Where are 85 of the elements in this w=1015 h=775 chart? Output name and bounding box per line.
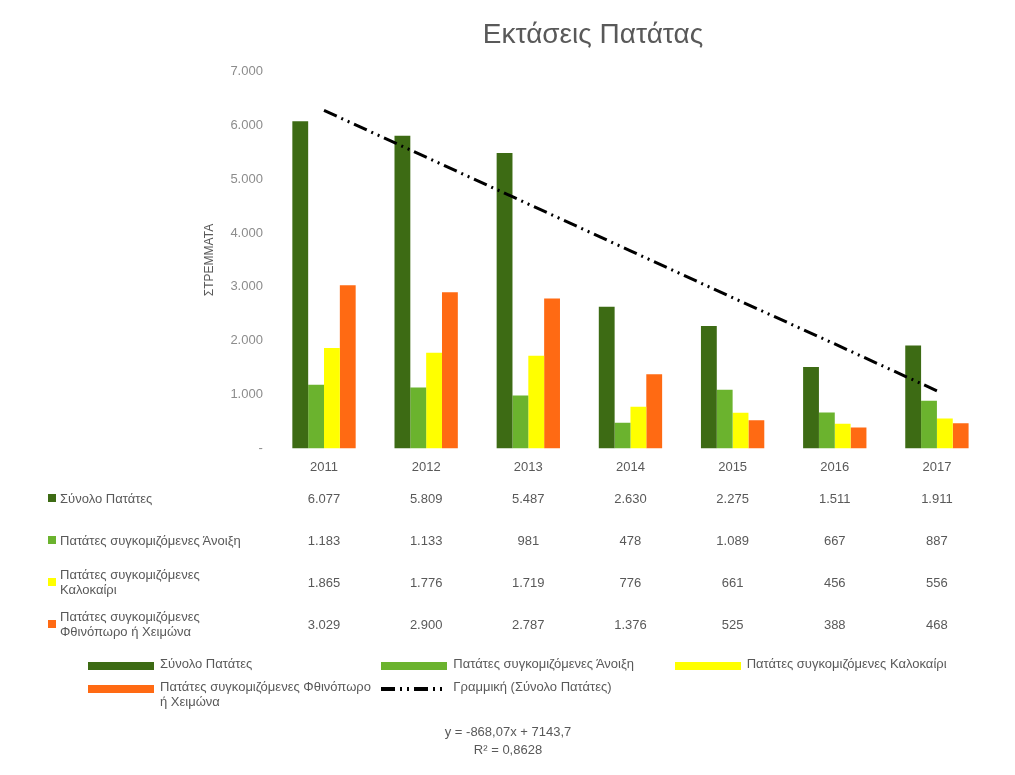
data-label: 556 (925, 573, 949, 592)
bar (441, 292, 458, 449)
y-tick-label: 4.000 (230, 224, 263, 240)
data-label: 661 (720, 573, 745, 592)
data-label: 1.911 (920, 489, 954, 508)
data-label: 1.776 (408, 573, 444, 592)
y-axis-title: ΣΤΡΕΜΜΑΤΑ (201, 223, 216, 297)
data-label: 5.487 (511, 489, 546, 508)
bar (803, 367, 819, 449)
data-label: 2.900 (408, 615, 444, 634)
legend-label: Γραμμική (Σύνολο Πατάτες) (453, 679, 612, 694)
data-label: 1.376 (613, 615, 648, 634)
chart-title: Εκτάσεις Πατάτας (482, 17, 704, 49)
data-label: 6.077 (306, 489, 342, 508)
bar (614, 422, 631, 449)
y-tick-label: 7.000 (230, 63, 263, 79)
x-tick-label: 2011 (310, 458, 338, 474)
text: Πατάτες συγκομιζόμενες Φθινόπωρο ή Χειμώνα (160, 679, 371, 709)
data-label: 1.511 (817, 489, 852, 508)
y-tick-label: - (258, 439, 263, 455)
bar (630, 406, 647, 449)
x-tick-label: 2012 (411, 458, 441, 474)
text: Σύνολο Πατάτες (160, 656, 253, 671)
text: Πατάτες συγκομιζόμενες Άνοιξη (453, 656, 635, 671)
data-label: 525 (720, 615, 745, 634)
bar (850, 427, 867, 449)
bar (732, 412, 749, 449)
bar (426, 352, 442, 449)
data-label: 887 (925, 531, 949, 550)
bar (818, 412, 835, 449)
data-label: 981 (516, 531, 541, 550)
bar (528, 355, 545, 449)
data-label: 1.719 (511, 573, 546, 592)
text: y = -868,07x + 7143,7 (443, 723, 573, 741)
bar (936, 418, 953, 449)
legend-label: Πατάτες συγκομιζόμενες Καλοκαίρι (60, 567, 201, 597)
data-label: 1.089 (715, 531, 750, 550)
bar (834, 423, 851, 449)
x-tick-label: 2017 (922, 458, 952, 474)
bar (292, 121, 309, 449)
legend-label: Πατάτες συγκομιζόμενες Φθινόπωρο ή Χειμώνα (60, 609, 201, 639)
y-tick-label: 5.000 (230, 170, 263, 186)
line-series (322, 108, 939, 393)
data-label: 776 (618, 573, 643, 592)
bar (598, 306, 615, 449)
data-label: 1.183 (306, 531, 342, 550)
bar (324, 348, 340, 449)
data-label: 478 (618, 531, 643, 550)
text: Πατάτες συγκομιζόμενες Καλοκαίρι (746, 656, 947, 671)
bar (646, 374, 663, 449)
text: R² = 0,8628 (472, 741, 544, 759)
data-label: 388 (822, 615, 847, 634)
bar (496, 153, 513, 449)
data-label: 1.865 (306, 573, 342, 592)
bar (544, 298, 560, 449)
data-label: 1.133 (408, 531, 444, 550)
bar (921, 400, 937, 449)
data-label: 456 (822, 573, 847, 592)
data-label: 2.787 (511, 615, 546, 634)
bar (512, 395, 529, 449)
bar (952, 423, 969, 449)
x-tick-label: 2013 (513, 458, 543, 474)
y-tick-label: 6.000 (230, 117, 263, 133)
legend-label: Πατάτες συγκομιζόμενες Άνοιξη (60, 532, 241, 548)
bar (700, 325, 717, 449)
y-tick-label: 1.000 (230, 386, 263, 402)
data-label: 667 (822, 531, 847, 550)
bar (339, 285, 356, 449)
bar (716, 389, 733, 449)
bar (748, 420, 765, 449)
x-tick-label: 2014 (616, 458, 645, 474)
bar (410, 387, 427, 449)
y-tick-label: 2.000 (230, 332, 263, 348)
x-tick-label: 2015 (718, 458, 748, 474)
data-label: 2.275 (715, 489, 750, 508)
data-label: 3.029 (306, 615, 342, 634)
bar (308, 384, 325, 449)
bar (905, 345, 922, 449)
legend-label: Σύνολο Πατάτες (60, 490, 153, 506)
data-label: 468 (925, 615, 949, 634)
bar (394, 135, 411, 449)
data-label: 2.630 (613, 489, 648, 508)
data-label: 5.809 (408, 489, 444, 508)
y-tick-label: 3.000 (230, 278, 263, 294)
x-tick-label: 2016 (820, 458, 850, 474)
